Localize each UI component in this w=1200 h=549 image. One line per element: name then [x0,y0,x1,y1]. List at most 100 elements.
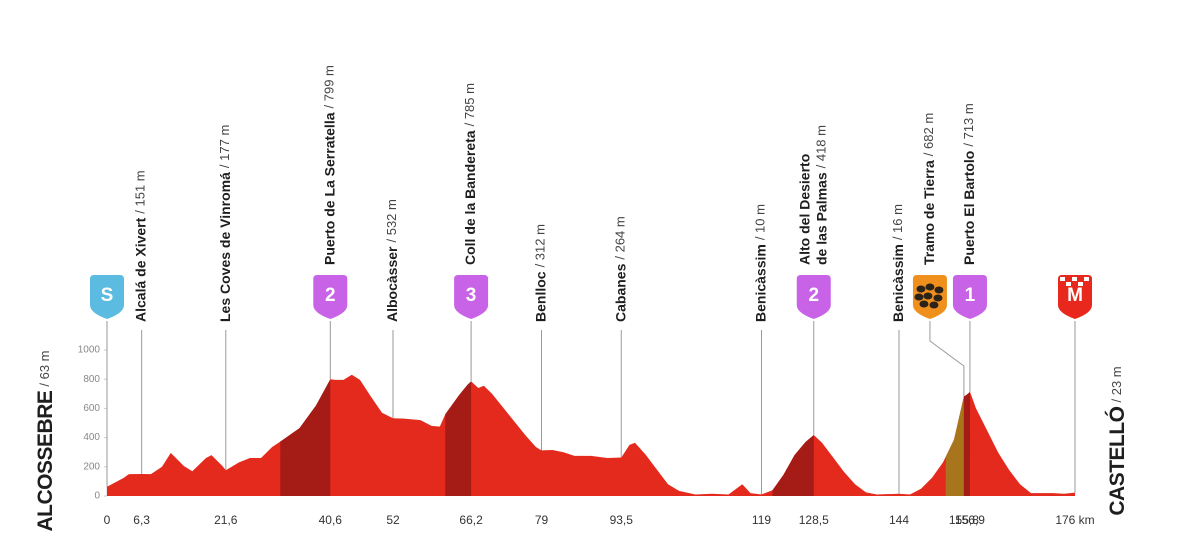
waypoint-name: Benicàssim [752,244,768,322]
waypoint-text: Alto del Desierto [796,154,812,265]
badge [454,275,489,319]
waypoint-text: Benlloc / 312 m [532,224,548,322]
checker [1066,282,1071,286]
waypoint-text: Tramo de Tierra / 682 m [921,113,937,265]
y-tick-label: 0 [94,491,100,502]
waypoint-label: Cabanes / 264 m [612,216,628,322]
waypoint-label: Puerto El Bartolo / 713 m [961,103,977,265]
waypoint-line [929,321,965,397]
waypoint-label: Albocàsser / 532 m [384,199,400,322]
waypoint-text: Cabanes / 264 m [612,216,628,322]
x-tick-label: 0 [104,513,111,527]
checker [1084,277,1089,281]
checker [1072,277,1077,281]
waypoint-name: Benicàssim [890,244,906,322]
y-tick-label: 800 [83,374,100,385]
cobble [923,292,933,300]
waypoint-label: Puerto de La Serratella / 799 m [321,65,337,265]
waypoint-name: Coll de la Bandereta [462,130,478,265]
waypoint-name: Puerto El Bartolo [961,151,977,265]
badge-label: M [1067,285,1083,306]
checker [1060,277,1065,281]
waypoint-name: Tramo de Tierra [921,160,937,265]
waypoint-text: Benicàssim / 10 m [752,204,768,322]
waypoint-name: Cabanes [612,263,628,322]
waypoint-altitude: / 799 m [322,65,337,108]
badge [796,275,831,319]
waypoint-altitude: / 264 m [613,216,628,259]
waypoint-label: Alcalá de Xivert / 151 m [132,170,148,322]
waypoint-text: Benicàssim / 16 m [890,204,906,322]
waypoint-label: Tramo de Tierra / 682 m [921,113,937,265]
cobble [919,300,929,308]
finish-altitude: / 23 m [1109,366,1124,402]
waypoint-label: Benicàssim / 10 m [752,204,768,322]
checker [1078,282,1083,286]
y-tick-label: 1000 [78,345,101,356]
waypoint-name: Benlloc [532,271,548,322]
y-tick-label: 400 [83,432,100,443]
badge-label: 2 [808,285,819,306]
waypoint-text: Alcalá de Xivert / 151 m [132,170,148,322]
waypoint-name: Puerto de La Serratella [321,112,337,265]
cobble [929,301,939,309]
finish-label: CASTELLÓ / 23 m [1105,366,1129,515]
x-tick-label: 40,6 [319,513,343,527]
badge [90,275,124,319]
waypoint-name: Alto del Desierto [796,154,812,265]
climb-section [945,396,964,496]
waypoint-altitude: / 16 m [890,204,905,240]
x-tick-label: 6,3 [133,513,150,527]
waypoint-name: Les Coves de Vinromá [217,172,233,322]
waypoint-text: Puerto El Bartolo / 713 m [961,103,977,265]
waypoint-label: Les Coves de Vinromá / 177 m [217,125,233,322]
waypoint-text: Albocàsser / 532 m [384,199,400,322]
cobble [934,286,944,294]
waypoint-label: Alto del Desierto de las Palmas / 418 m [796,125,829,265]
start-name: ALCOSSEBRE [34,390,57,531]
waypoint-name: Albocàsser [384,246,400,322]
start-altitude: / 63 m [37,351,52,387]
waypoint-text: Puerto de La Serratella / 799 m [321,65,337,265]
waypoint-altitude: / 532 m [384,199,399,242]
x-tick-label: 66,2 [459,513,483,527]
climb-section [963,391,970,496]
waypoint-altitude: / 785 m [463,83,478,126]
cobble [933,294,943,302]
waypoint-altitude: / 177 m [217,125,232,168]
x-tick-label: 79 [535,513,549,527]
badge [313,275,348,319]
x-tick-label: 21,6 [214,513,238,527]
climb-section [445,381,472,496]
waypoint-text: de las Palmas / 418 m [813,125,829,265]
cobble [916,285,926,293]
y-tick-label: 200 [83,461,100,472]
x-tick-label: 52 [386,513,400,527]
waypoint-label: Benicàssim / 16 m [890,204,906,322]
x-tick-label: 119 [752,513,771,527]
climb-section [280,379,331,496]
x-tick-label: 128,5 [799,513,829,527]
cobble [914,293,924,301]
x-tick-label: 93,5 [610,513,634,527]
y-tick-label: 600 [83,403,100,414]
start-label: ALCOSSEBRE / 63 m [34,351,57,532]
badge-label: 2 [325,285,336,306]
waypoint-name: Alcalá de Xivert [132,217,148,322]
x-tick-label: 144 [889,513,909,527]
waypoint-text: Coll de la Bandereta / 785 m [462,83,478,265]
cobble [925,283,935,291]
waypoint-altitude: / 312 m [533,224,548,267]
waypoint-label: Benlloc / 312 m [532,224,548,322]
waypoint-altitude: / 713 m [961,103,976,146]
waypoint-altitude: / 151 m [133,170,148,213]
x-tick-label: 155,8 [949,513,979,527]
waypoint-altitude: / 418 m [814,125,829,168]
x-tick-label: 156,9 [955,513,985,527]
badge-label: 1 [965,285,976,306]
waypoint-altitude: / 10 m [753,204,768,240]
badge-label: S [101,285,114,306]
elevation-area [107,374,1075,496]
waypoint-name: de las Palmas [813,172,829,265]
